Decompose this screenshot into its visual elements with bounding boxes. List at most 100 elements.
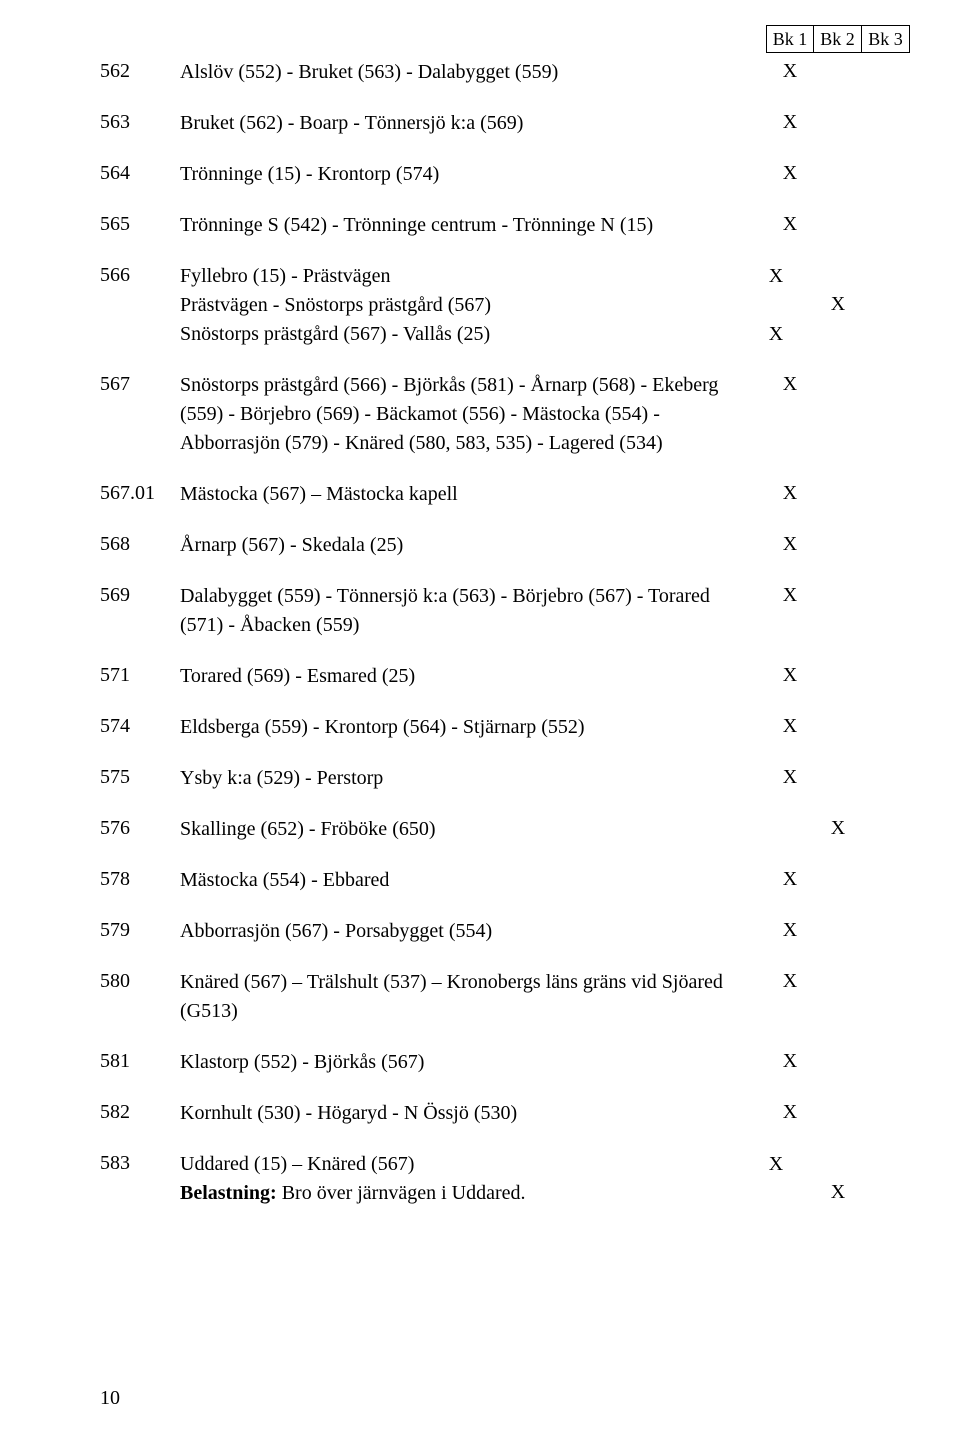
mark-cell	[862, 1048, 910, 1073]
description-subline: Snöstorps prästgård (567) - Vallås (25)X	[180, 320, 796, 349]
table-row: 571Torared (569) - Esmared (25)X	[100, 662, 910, 691]
table-row: 580Knäred (567) – Trälshult (537) – Kron…	[100, 968, 910, 1026]
header-bk1: Bk 1	[766, 25, 814, 53]
row-description: Bruket (562) - Boarp - Tönnersjö k:a (56…	[180, 109, 766, 138]
mark-cell	[862, 1099, 910, 1124]
row-description: Torared (569) - Esmared (25)	[180, 662, 766, 691]
row-marks: X	[766, 866, 910, 891]
table-row: 566Fyllebro (15) - PrästvägenXPrästvägen…	[100, 262, 910, 349]
row-number: 567.01	[100, 480, 180, 505]
mark-cell	[862, 531, 910, 556]
mark-cell	[814, 160, 862, 185]
row-marks: X	[766, 531, 910, 556]
row-marks: X	[766, 58, 910, 83]
mark-cell	[814, 58, 862, 83]
mark-cell	[862, 866, 910, 891]
header-bk3: Bk 3	[862, 25, 910, 53]
row-description: Klastorp (552) - Björkås (567)	[180, 1048, 766, 1077]
mark-cell: X	[766, 917, 814, 942]
row-number: 569	[100, 582, 180, 607]
mark-cell	[862, 662, 910, 687]
mark-cell	[766, 815, 814, 840]
description-line: Dalabygget (559) - Tönnersjö k:a (563) -…	[180, 582, 756, 640]
row-description: Mästocka (567) – Mästocka kapell	[180, 480, 766, 509]
description-line: Alslöv (552) - Bruket (563) - Dalabygget…	[180, 58, 756, 87]
row-number: 571	[100, 662, 180, 687]
mark-cell	[814, 371, 862, 396]
row-description: Eldsberga (559) - Krontorp (564) - Stjär…	[180, 713, 766, 742]
mark-cell	[814, 109, 862, 134]
description-line: Snöstorps prästgård (566) - Björkås (581…	[180, 371, 756, 458]
row-number: 564	[100, 160, 180, 185]
mark-cell	[862, 917, 910, 942]
row-number: 581	[100, 1048, 180, 1073]
row-marks: X	[766, 917, 910, 942]
description-line: Årnarp (567) - Skedala (25)	[180, 531, 756, 560]
mark-cell	[806, 1150, 814, 1204]
mark-cell: X	[766, 662, 814, 687]
subline-mark: X	[756, 320, 796, 349]
description-subline: Belastning: Bro över järnvägen i Uddared…	[180, 1179, 796, 1208]
table-row: 567Snöstorps prästgård (566) - Björkås (…	[100, 371, 910, 458]
description-line: Mästocka (567) – Mästocka kapell	[180, 480, 756, 509]
mark-cell: X	[766, 968, 814, 993]
mark-cell	[814, 211, 862, 236]
table-row: 583Uddared (15) – Knäred (567)XBelastnin…	[100, 1150, 910, 1208]
table-row: 582Kornhult (530) - Högaryd - N Össjö (5…	[100, 1099, 910, 1128]
row-marks: X	[766, 211, 910, 236]
table-row: 567.01Mästocka (567) – Mästocka kapellX	[100, 480, 910, 509]
mark-cell: X	[766, 1099, 814, 1124]
mark-cell	[862, 109, 910, 134]
row-number: 562	[100, 58, 180, 83]
description-line: Trönninge S (542) - Trönninge centrum - …	[180, 211, 756, 240]
mark-cell: X	[766, 109, 814, 134]
row-marks: X	[766, 1048, 910, 1073]
mark-cell	[862, 968, 910, 993]
table-row: 568Årnarp (567) - Skedala (25) X	[100, 531, 910, 560]
subline-text: Belastning: Bro över järnvägen i Uddared…	[180, 1179, 756, 1208]
row-description: Mästocka (554) - Ebbared	[180, 866, 766, 895]
row-number: 563	[100, 109, 180, 134]
row-number: 574	[100, 713, 180, 738]
subline-text: Prästvägen - Snöstorps prästgård (567)	[180, 291, 756, 320]
row-description: Ysby k:a (529) - Perstorp	[180, 764, 766, 793]
row-description: Trönninge S (542) - Trönninge centrum - …	[180, 211, 766, 240]
row-marks: X	[766, 371, 910, 396]
row-marks: X	[806, 1150, 910, 1204]
row-description: Knäred (567) – Trälshult (537) – Kronobe…	[180, 968, 766, 1026]
table-row: 564Trönninge (15) - Krontorp (574)X	[100, 160, 910, 189]
row-number: 579	[100, 917, 180, 942]
mark-cell	[862, 764, 910, 789]
mark-cell: X	[766, 713, 814, 738]
description-line: Kornhult (530) - Högaryd - N Össjö (530)	[180, 1099, 756, 1128]
description-line: Mästocka (554) - Ebbared	[180, 866, 756, 895]
row-number: 568	[100, 531, 180, 556]
mark-cell	[814, 917, 862, 942]
mark-cell	[814, 1048, 862, 1073]
subline-text: Uddared (15) – Knäred (567)	[180, 1150, 756, 1179]
row-number: 575	[100, 764, 180, 789]
mark-cell	[862, 582, 910, 607]
row-number: 566	[100, 262, 180, 287]
table-row: 579Abborrasjön (567) - Porsabygget (554)…	[100, 917, 910, 946]
row-number: 580	[100, 968, 180, 993]
mark-cell	[814, 480, 862, 505]
row-marks: X	[766, 160, 910, 185]
subline-mark	[756, 291, 796, 320]
table-body: 562Alslöv (552) - Bruket (563) - Dalabyg…	[100, 58, 910, 1230]
row-description: Dalabygget (559) - Tönnersjö k:a (563) -…	[180, 582, 766, 640]
subline-mark	[756, 1179, 796, 1208]
mark-cell	[862, 211, 910, 236]
subline-mark: X	[756, 262, 796, 291]
mark-cell	[814, 582, 862, 607]
table-row: 575Ysby k:a (529) - PerstorpX	[100, 764, 910, 793]
row-description: Uddared (15) – Knäred (567)XBelastning: …	[180, 1150, 806, 1208]
mark-cell: X	[766, 371, 814, 396]
mark-cell	[814, 968, 862, 993]
description-line: Knäred (567) – Trälshult (537) – Kronobe…	[180, 968, 756, 1026]
mark-cell	[862, 58, 910, 83]
mark-cell: X	[766, 531, 814, 556]
mark-cell	[814, 866, 862, 891]
row-marks: X	[766, 815, 910, 840]
description-subline: Uddared (15) – Knäred (567)X	[180, 1150, 796, 1179]
